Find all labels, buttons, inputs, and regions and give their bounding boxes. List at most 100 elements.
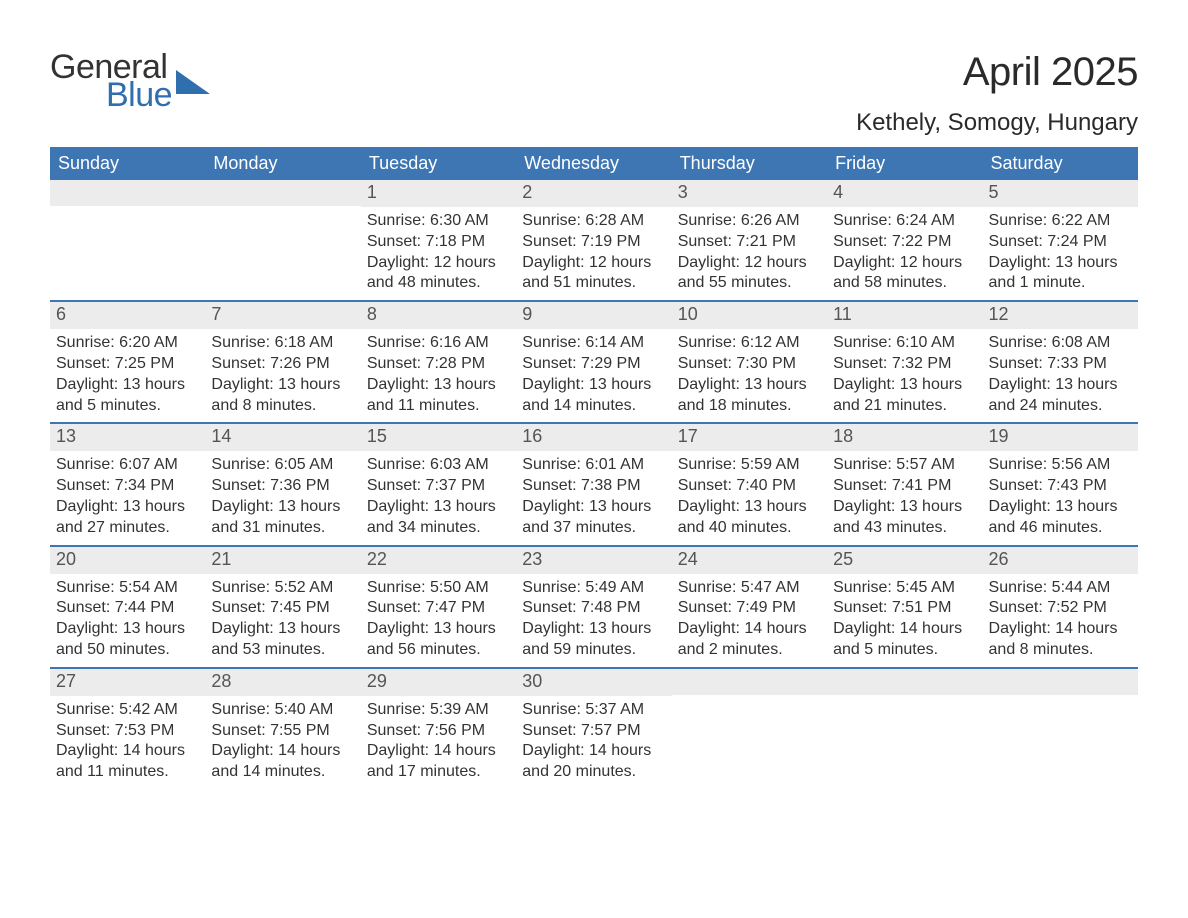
- day-sunrise: Sunrise: 5:50 AM: [367, 578, 510, 599]
- day-daylight1: Daylight: 13 hours: [211, 497, 354, 518]
- day-number: 6: [50, 302, 205, 329]
- day-sunset: Sunset: 7:51 PM: [833, 598, 976, 619]
- day-body: Sunrise: 6:03 AMSunset: 7:37 PMDaylight:…: [361, 451, 516, 544]
- week-row: 1Sunrise: 6:30 AMSunset: 7:18 PMDaylight…: [50, 180, 1138, 300]
- day-daylight2: and 40 minutes.: [678, 518, 821, 539]
- day-sunrise: Sunrise: 5:47 AM: [678, 578, 821, 599]
- day-number: 22: [361, 547, 516, 574]
- weekday-header: Saturday: [983, 147, 1138, 180]
- title-block: April 2025 Kethely, Somogy, Hungary: [856, 50, 1138, 137]
- day-number: 27: [50, 669, 205, 696]
- day-body: Sunrise: 6:14 AMSunset: 7:29 PMDaylight:…: [516, 329, 671, 422]
- day-sunrise: Sunrise: 6:01 AM: [522, 455, 665, 476]
- day-daylight2: and 20 minutes.: [522, 762, 665, 783]
- day-cell: 29Sunrise: 5:39 AMSunset: 7:56 PMDayligh…: [361, 669, 516, 789]
- week-row: 13Sunrise: 6:07 AMSunset: 7:34 PMDayligh…: [50, 422, 1138, 544]
- day-daylight1: Daylight: 13 hours: [522, 619, 665, 640]
- day-daylight1: Daylight: 14 hours: [522, 741, 665, 762]
- day-daylight2: and 58 minutes.: [833, 273, 976, 294]
- day-sunset: Sunset: 7:32 PM: [833, 354, 976, 375]
- day-sunrise: Sunrise: 5:56 AM: [989, 455, 1132, 476]
- day-body: Sunrise: 5:49 AMSunset: 7:48 PMDaylight:…: [516, 574, 671, 667]
- day-cell: 2Sunrise: 6:28 AMSunset: 7:19 PMDaylight…: [516, 180, 671, 300]
- day-body: Sunrise: 5:54 AMSunset: 7:44 PMDaylight:…: [50, 574, 205, 667]
- day-cell: 25Sunrise: 5:45 AMSunset: 7:51 PMDayligh…: [827, 547, 982, 667]
- day-sunset: Sunset: 7:36 PM: [211, 476, 354, 497]
- day-daylight1: Daylight: 14 hours: [678, 619, 821, 640]
- header: General Blue April 2025 Kethely, Somogy,…: [50, 50, 1138, 137]
- day-sunset: Sunset: 7:49 PM: [678, 598, 821, 619]
- day-sunset: Sunset: 7:48 PM: [522, 598, 665, 619]
- day-number: 18: [827, 424, 982, 451]
- day-body: Sunrise: 6:16 AMSunset: 7:28 PMDaylight:…: [361, 329, 516, 422]
- day-cell: 23Sunrise: 5:49 AMSunset: 7:48 PMDayligh…: [516, 547, 671, 667]
- day-body: Sunrise: 6:28 AMSunset: 7:19 PMDaylight:…: [516, 207, 671, 300]
- day-daylight1: Daylight: 13 hours: [522, 497, 665, 518]
- location-subtitle: Kethely, Somogy, Hungary: [856, 109, 1138, 137]
- day-daylight2: and 27 minutes.: [56, 518, 199, 539]
- day-daylight1: Daylight: 13 hours: [678, 497, 821, 518]
- day-daylight2: and 59 minutes.: [522, 640, 665, 661]
- day-sunset: Sunset: 7:26 PM: [211, 354, 354, 375]
- day-daylight1: Daylight: 13 hours: [211, 619, 354, 640]
- day-body: Sunrise: 6:01 AMSunset: 7:38 PMDaylight:…: [516, 451, 671, 544]
- day-sunset: Sunset: 7:45 PM: [211, 598, 354, 619]
- day-body: Sunrise: 6:05 AMSunset: 7:36 PMDaylight:…: [205, 451, 360, 544]
- day-daylight2: and 34 minutes.: [367, 518, 510, 539]
- day-sunrise: Sunrise: 6:22 AM: [989, 211, 1132, 232]
- day-sunset: Sunset: 7:29 PM: [522, 354, 665, 375]
- day-sunrise: Sunrise: 5:57 AM: [833, 455, 976, 476]
- day-daylight2: and 43 minutes.: [833, 518, 976, 539]
- day-cell: 13Sunrise: 6:07 AMSunset: 7:34 PMDayligh…: [50, 424, 205, 544]
- day-sunrise: Sunrise: 5:44 AM: [989, 578, 1132, 599]
- day-daylight2: and 37 minutes.: [522, 518, 665, 539]
- day-sunset: Sunset: 7:22 PM: [833, 232, 976, 253]
- day-sunset: Sunset: 7:47 PM: [367, 598, 510, 619]
- day-number: 17: [672, 424, 827, 451]
- day-sunset: Sunset: 7:28 PM: [367, 354, 510, 375]
- day-sunset: Sunset: 7:18 PM: [367, 232, 510, 253]
- day-sunset: Sunset: 7:34 PM: [56, 476, 199, 497]
- weekday-header-row: Sunday Monday Tuesday Wednesday Thursday…: [50, 147, 1138, 180]
- day-daylight1: Daylight: 13 hours: [833, 497, 976, 518]
- day-cell: 18Sunrise: 5:57 AMSunset: 7:41 PMDayligh…: [827, 424, 982, 544]
- day-daylight1: Daylight: 13 hours: [56, 497, 199, 518]
- day-cell: 11Sunrise: 6:10 AMSunset: 7:32 PMDayligh…: [827, 302, 982, 422]
- brand-triangle-icon: [176, 70, 210, 94]
- day-sunrise: Sunrise: 5:59 AM: [678, 455, 821, 476]
- day-cell: [983, 669, 1138, 789]
- day-sunset: Sunset: 7:43 PM: [989, 476, 1132, 497]
- day-daylight2: and 11 minutes.: [56, 762, 199, 783]
- day-cell: 17Sunrise: 5:59 AMSunset: 7:40 PMDayligh…: [672, 424, 827, 544]
- day-cell: 16Sunrise: 6:01 AMSunset: 7:38 PMDayligh…: [516, 424, 671, 544]
- day-number: 28: [205, 669, 360, 696]
- day-sunrise: Sunrise: 5:39 AM: [367, 700, 510, 721]
- day-daylight1: Daylight: 14 hours: [367, 741, 510, 762]
- day-cell: [50, 180, 205, 300]
- day-number: 4: [827, 180, 982, 207]
- day-sunrise: Sunrise: 5:52 AM: [211, 578, 354, 599]
- day-body: Sunrise: 5:40 AMSunset: 7:55 PMDaylight:…: [205, 696, 360, 789]
- day-number: 15: [361, 424, 516, 451]
- day-daylight1: Daylight: 12 hours: [833, 253, 976, 274]
- day-cell: 9Sunrise: 6:14 AMSunset: 7:29 PMDaylight…: [516, 302, 671, 422]
- day-cell: 12Sunrise: 6:08 AMSunset: 7:33 PMDayligh…: [983, 302, 1138, 422]
- day-sunrise: Sunrise: 6:20 AM: [56, 333, 199, 354]
- day-body: Sunrise: 5:52 AMSunset: 7:45 PMDaylight:…: [205, 574, 360, 667]
- day-cell: 19Sunrise: 5:56 AMSunset: 7:43 PMDayligh…: [983, 424, 1138, 544]
- day-daylight2: and 53 minutes.: [211, 640, 354, 661]
- day-cell: [205, 180, 360, 300]
- day-body: Sunrise: 5:39 AMSunset: 7:56 PMDaylight:…: [361, 696, 516, 789]
- day-number: 20: [50, 547, 205, 574]
- day-number: 5: [983, 180, 1138, 207]
- day-cell: 7Sunrise: 6:18 AMSunset: 7:26 PMDaylight…: [205, 302, 360, 422]
- day-body: Sunrise: 6:12 AMSunset: 7:30 PMDaylight:…: [672, 329, 827, 422]
- day-daylight2: and 21 minutes.: [833, 396, 976, 417]
- week-row: 27Sunrise: 5:42 AMSunset: 7:53 PMDayligh…: [50, 667, 1138, 789]
- day-sunset: Sunset: 7:19 PM: [522, 232, 665, 253]
- day-daylight1: Daylight: 13 hours: [367, 375, 510, 396]
- day-daylight1: Daylight: 13 hours: [989, 253, 1132, 274]
- day-sunset: Sunset: 7:37 PM: [367, 476, 510, 497]
- day-sunset: Sunset: 7:38 PM: [522, 476, 665, 497]
- day-sunrise: Sunrise: 6:18 AM: [211, 333, 354, 354]
